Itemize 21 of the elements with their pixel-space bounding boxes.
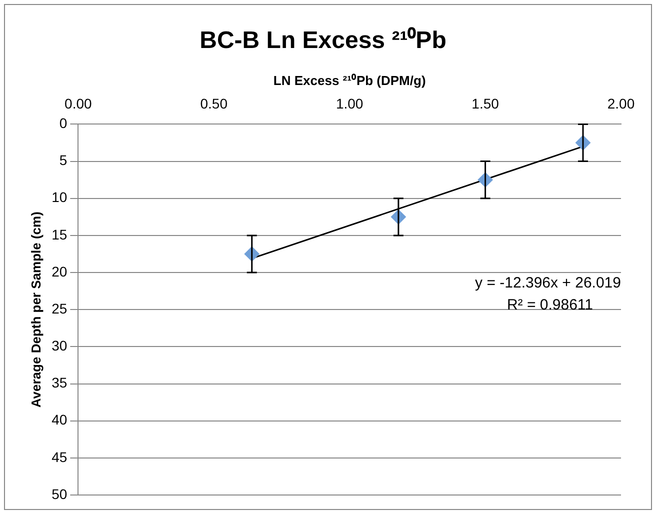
y-tick-label: 15 — [52, 226, 68, 242]
y-tick-label: 5 — [59, 152, 68, 168]
y-tick-label: 40 — [52, 412, 68, 428]
y-tick-label: 10 — [52, 189, 68, 206]
y-tick-label: 50 — [52, 486, 68, 502]
chart-title: BC-B Ln Excess ²¹⁰Pb — [200, 27, 446, 54]
x-tick-label: 0.50 — [200, 96, 228, 112]
x-tick-label: 1.00 — [336, 96, 364, 112]
y-tick-label: 20 — [52, 263, 68, 280]
x-tick-label: 2.00 — [607, 96, 635, 112]
x-tick-label: 0.00 — [64, 96, 92, 112]
x-tick-label: 1.50 — [472, 96, 500, 112]
annotation: y = -12.396x + 26.019 — [475, 274, 621, 292]
x-axis-title: LN Excess ²¹⁰Pb (DPM/g) — [273, 73, 426, 88]
y-tick-label: 35 — [52, 374, 68, 391]
y-axis-title: Average Depth per Sample (cm) — [28, 212, 44, 408]
y-tick-label: 0 — [59, 115, 68, 132]
y-tick-label: 30 — [52, 338, 68, 354]
y-tick-label: 25 — [52, 300, 68, 316]
y-tick-label: 45 — [52, 448, 68, 465]
annotation: R² = 0.98611 — [506, 296, 593, 314]
